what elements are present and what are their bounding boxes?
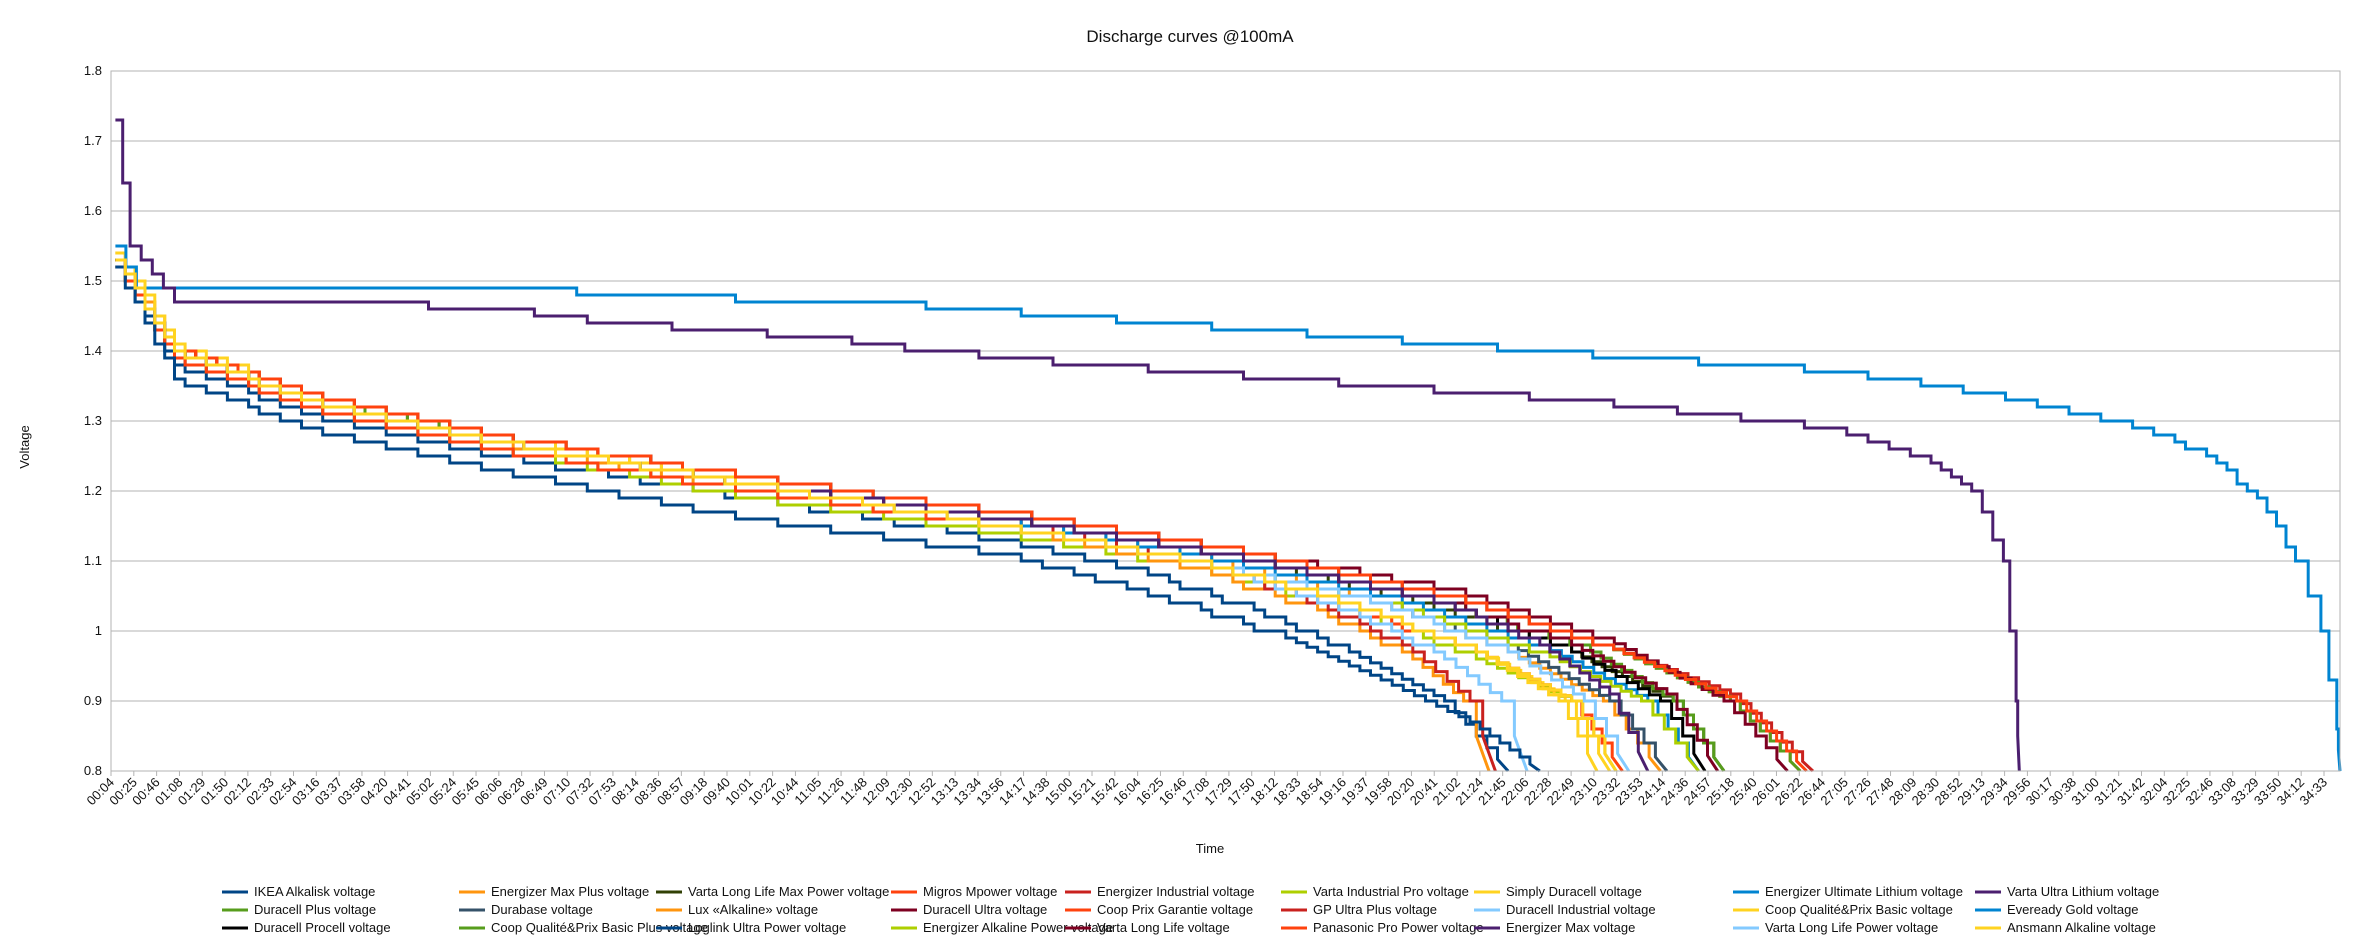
y-tick-label: 1 [95,623,102,638]
legend: IKEA Alkalisk voltage Energizer Max Plus … [222,884,2159,935]
y-tick-label: 1.1 [84,553,102,568]
y-tick-label: 1.3 [84,413,102,428]
legend-entry-label: Loglink Ultra Power voltage [688,920,846,935]
legend-entry-label: Varta Long Life Power voltage [1765,920,1938,935]
series-line-7 [115,244,2342,772]
y-tick-label: 1.2 [84,483,102,498]
legend-entry-label: Energizer Ultimate Lithium voltage [1765,884,1963,899]
series-line-26 [115,258,1599,772]
legend-entry-label: Panasonic Pro Power voltage [1313,920,1484,935]
y-axis-title: Voltage [17,425,32,468]
legend-entry-label: GP Ultra Plus voltage [1313,902,1437,917]
legend-entry-label: Duracell Procell voltage [254,920,391,935]
y-tick-label: 1.5 [84,273,102,288]
legend-entry-label: Varta Long Life Max Power voltage [688,884,889,899]
legend-entry-label: Energizer Alkaline Power voltage [923,920,1113,935]
legend-entry-label: Migros Mpower voltage [923,884,1057,899]
legend-entry-label: Ansmann Alkaline voltage [2007,920,2156,935]
y-tick-label: 0.8 [84,763,102,778]
legend-entry-label: Varta Long Life voltage [1097,920,1230,935]
y-tick-label: 1.7 [84,133,102,148]
legend-entry-label: Duracell Ultra voltage [923,902,1047,917]
legend-entry-label: Energizer Max Plus voltage [491,884,649,899]
legend-entry-label: Coop Prix Garantie voltage [1097,902,1253,917]
legend-entry-label: Coop Qualité&Prix Basic voltage [1765,902,1953,917]
legend-entry-label: Simply Duracell voltage [1506,884,1642,899]
series-line-20 [115,265,1541,773]
x-axis-ticks: 00:0400:2500:4601:0801:2901:5002:1202:33… [84,771,2330,808]
legend-entry-label: Varta Ultra Lithium voltage [2007,884,2159,899]
legend-entry-label: Eveready Gold voltage [2007,902,2139,917]
legend-entry-label: IKEA Alkalisk voltage [254,884,375,899]
legend-entry-label: Duracell Industrial voltage [1506,902,1656,917]
y-tick-label: 1.4 [84,343,102,358]
legend-entry-label: Energizer Max voltage [1506,920,1635,935]
series-lines [115,118,2342,773]
plot-area-frame [110,70,2341,772]
x-axis-title: Time [1196,841,1224,856]
y-axis-ticks: 0.8 0.9 1 1.1 1.2 1.3 1.4 1.5 1.6 1.7 1.8 [84,63,102,778]
legend-entry-label: Coop Qualité&Prix Basic Plus voltage [491,920,708,935]
y-tick-label: 1.8 [84,63,102,78]
y-tick-label: 1.6 [84,203,102,218]
y-tick-label: 0.9 [84,693,102,708]
legend-entry-label: Varta Industrial Pro voltage [1313,884,1469,899]
series-line-23 [115,258,1808,773]
series-line-8 [115,118,2021,772]
legend-entry-label: Durabase voltage [491,902,593,917]
legend-entry-label: Duracell Plus voltage [254,902,376,917]
chart-title: Discharge curves @100mA [1086,27,1294,46]
legend-entry-label: Lux «Alkaline» voltage [688,902,818,917]
legend-entry-label: Energizer Industrial voltage [1097,884,1255,899]
